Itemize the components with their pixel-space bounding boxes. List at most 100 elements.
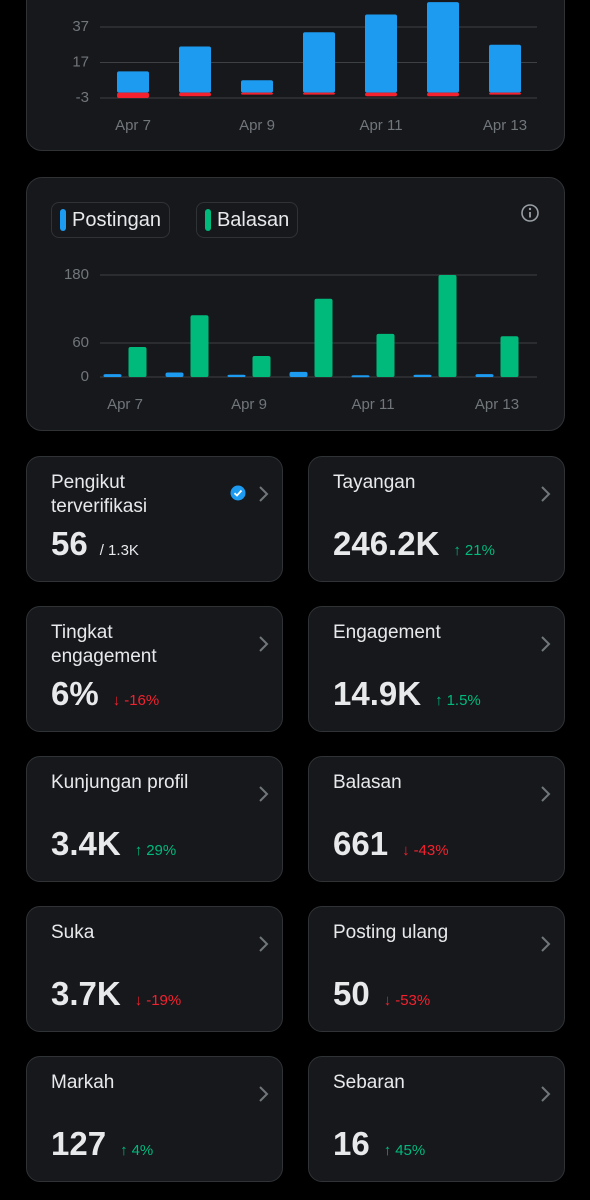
bar	[489, 44, 521, 93]
metric-row: 16 ↑ 45%	[333, 1125, 425, 1163]
bar	[117, 92, 149, 98]
metric-card[interactable]: Sebaran 16 ↑ 45%	[308, 1056, 565, 1182]
x-tick-label: Apr 11	[351, 396, 394, 413]
metric-value: 3.7K	[51, 975, 121, 1012]
metric-title: Engagement	[333, 622, 441, 643]
chevron	[538, 935, 552, 958]
bar	[128, 346, 147, 377]
metric-title: Sebaran	[333, 1072, 405, 1093]
metric-card[interactable]: Kunjungan profil 3.4K ↑ 29%	[26, 756, 283, 882]
bar	[365, 14, 397, 93]
bar	[427, 2, 459, 93]
metric-row: 50 ↓ -53%	[333, 975, 430, 1013]
metric-card[interactable]: Suka 3.7K ↓ -19%	[26, 906, 283, 1032]
trend-arrow: ↓	[134, 992, 143, 1009]
metric-card[interactable]: Tayangan 246.2K ↑ 21%	[308, 456, 565, 582]
metric-title: Posting ulang	[333, 922, 449, 943]
y-tick-label: 0	[81, 368, 89, 385]
metric-value: 3.4K	[51, 825, 121, 862]
chevron	[259, 1086, 269, 1102]
metric-card[interactable]: Engagement 14.9K ↑ 1.5%	[308, 606, 565, 732]
metric-title: Suka	[51, 922, 95, 943]
trend-arrow: ↓	[402, 842, 410, 859]
metric-title: Tayangan	[333, 472, 416, 493]
chevron	[541, 936, 551, 952]
metric-title: Balasan	[333, 772, 402, 793]
x-tick-label: Apr 9	[231, 396, 267, 413]
legend-swatch	[60, 209, 66, 231]
y-tick-label: 37	[72, 18, 89, 35]
bar	[489, 92, 521, 95]
x-tick-label: Apr 11	[359, 117, 402, 134]
bar	[500, 336, 519, 377]
metric-title: Markah	[51, 1072, 115, 1093]
trend-arrow: ↑	[120, 1142, 128, 1159]
bar	[117, 71, 149, 93]
chevron	[256, 1085, 270, 1108]
bar	[314, 298, 333, 377]
chevron	[259, 936, 269, 952]
trend-arrow: ↑	[453, 542, 461, 559]
chevron	[541, 1086, 551, 1102]
bar	[103, 374, 122, 377]
bar	[438, 275, 457, 377]
trend-arrow: ↓	[383, 992, 392, 1009]
bar	[241, 80, 273, 93]
bar	[241, 92, 273, 95]
trend-arrow: ↑	[383, 1142, 392, 1159]
legend-item[interactable]: Balasan	[195, 202, 299, 238]
trend-arrow: ↓	[112, 692, 121, 709]
verified-badge	[230, 485, 246, 501]
chevron	[259, 486, 269, 502]
metric-value: 14.9K	[333, 675, 422, 712]
bar	[179, 92, 211, 97]
charts: -3 17 37 Apr 7 Apr 9 Apr 11 Apr 13 0 60 180 Apr 7 A…	[64, 2, 539, 413]
legend-label: Postingan	[72, 208, 161, 231]
legend-item[interactable]: Postingan	[51, 202, 170, 238]
chevron	[259, 636, 269, 652]
trend-arrow: ↑	[134, 842, 143, 859]
metric-sub: / 1.3K	[99, 542, 139, 559]
legend-label: Balasan	[216, 208, 290, 231]
chevron	[538, 485, 552, 508]
bar	[427, 92, 459, 97]
chevron	[256, 935, 270, 958]
metric-card[interactable]: Posting ulang 50 ↓ -53%	[308, 906, 565, 1032]
metric-row: 6% ↓ -16%	[51, 675, 159, 713]
bar	[365, 92, 397, 97]
x-tick-label: Apr 7	[115, 117, 151, 134]
metric-value: 16	[333, 1125, 370, 1162]
metric-change: -19%	[146, 992, 182, 1009]
info-icon[interactable]	[521, 204, 539, 222]
metric-title: Kunjungan profil	[51, 772, 189, 793]
metric-card[interactable]: Markah 127 ↑ 4%	[26, 1056, 283, 1182]
metric-row: 661 ↓ -43%	[333, 825, 449, 863]
metric-title: Pengikut terverifikasi	[51, 472, 148, 517]
metric-value: 56	[51, 525, 88, 562]
bar	[289, 371, 308, 377]
metric-change: -43%	[413, 842, 449, 859]
bar	[351, 375, 370, 378]
chevron	[259, 786, 269, 802]
metric-value: 661	[333, 825, 389, 862]
metric-row: 3.7K ↓ -19%	[51, 975, 181, 1013]
chevron	[538, 635, 552, 658]
metric-row: 3.4K ↑ 29%	[51, 825, 176, 863]
y-tick-label: 17	[72, 53, 89, 70]
y-tick-label: 60	[72, 334, 89, 351]
metric-change: 1.5%	[446, 692, 481, 709]
metric-card[interactable]: Tingkat engagement 6% ↓ -16%	[26, 606, 283, 732]
chevron	[541, 786, 551, 802]
chevron	[256, 785, 270, 808]
y-tick-label: -3	[76, 89, 89, 106]
metric-change: -16%	[124, 692, 160, 709]
metric-value: 246.2K	[333, 525, 440, 562]
chevron	[256, 485, 270, 508]
bar	[190, 315, 209, 377]
y-tick-label: 180	[64, 266, 89, 283]
metric-card[interactable]: Balasan 661 ↓ -43%	[308, 756, 565, 882]
metric-title: Tingkat engagement	[51, 622, 157, 667]
metric-card[interactable]: Pengikut terverifikasi 56 / 1.3K	[26, 456, 283, 582]
x-tick-label: Apr 7	[107, 396, 143, 413]
